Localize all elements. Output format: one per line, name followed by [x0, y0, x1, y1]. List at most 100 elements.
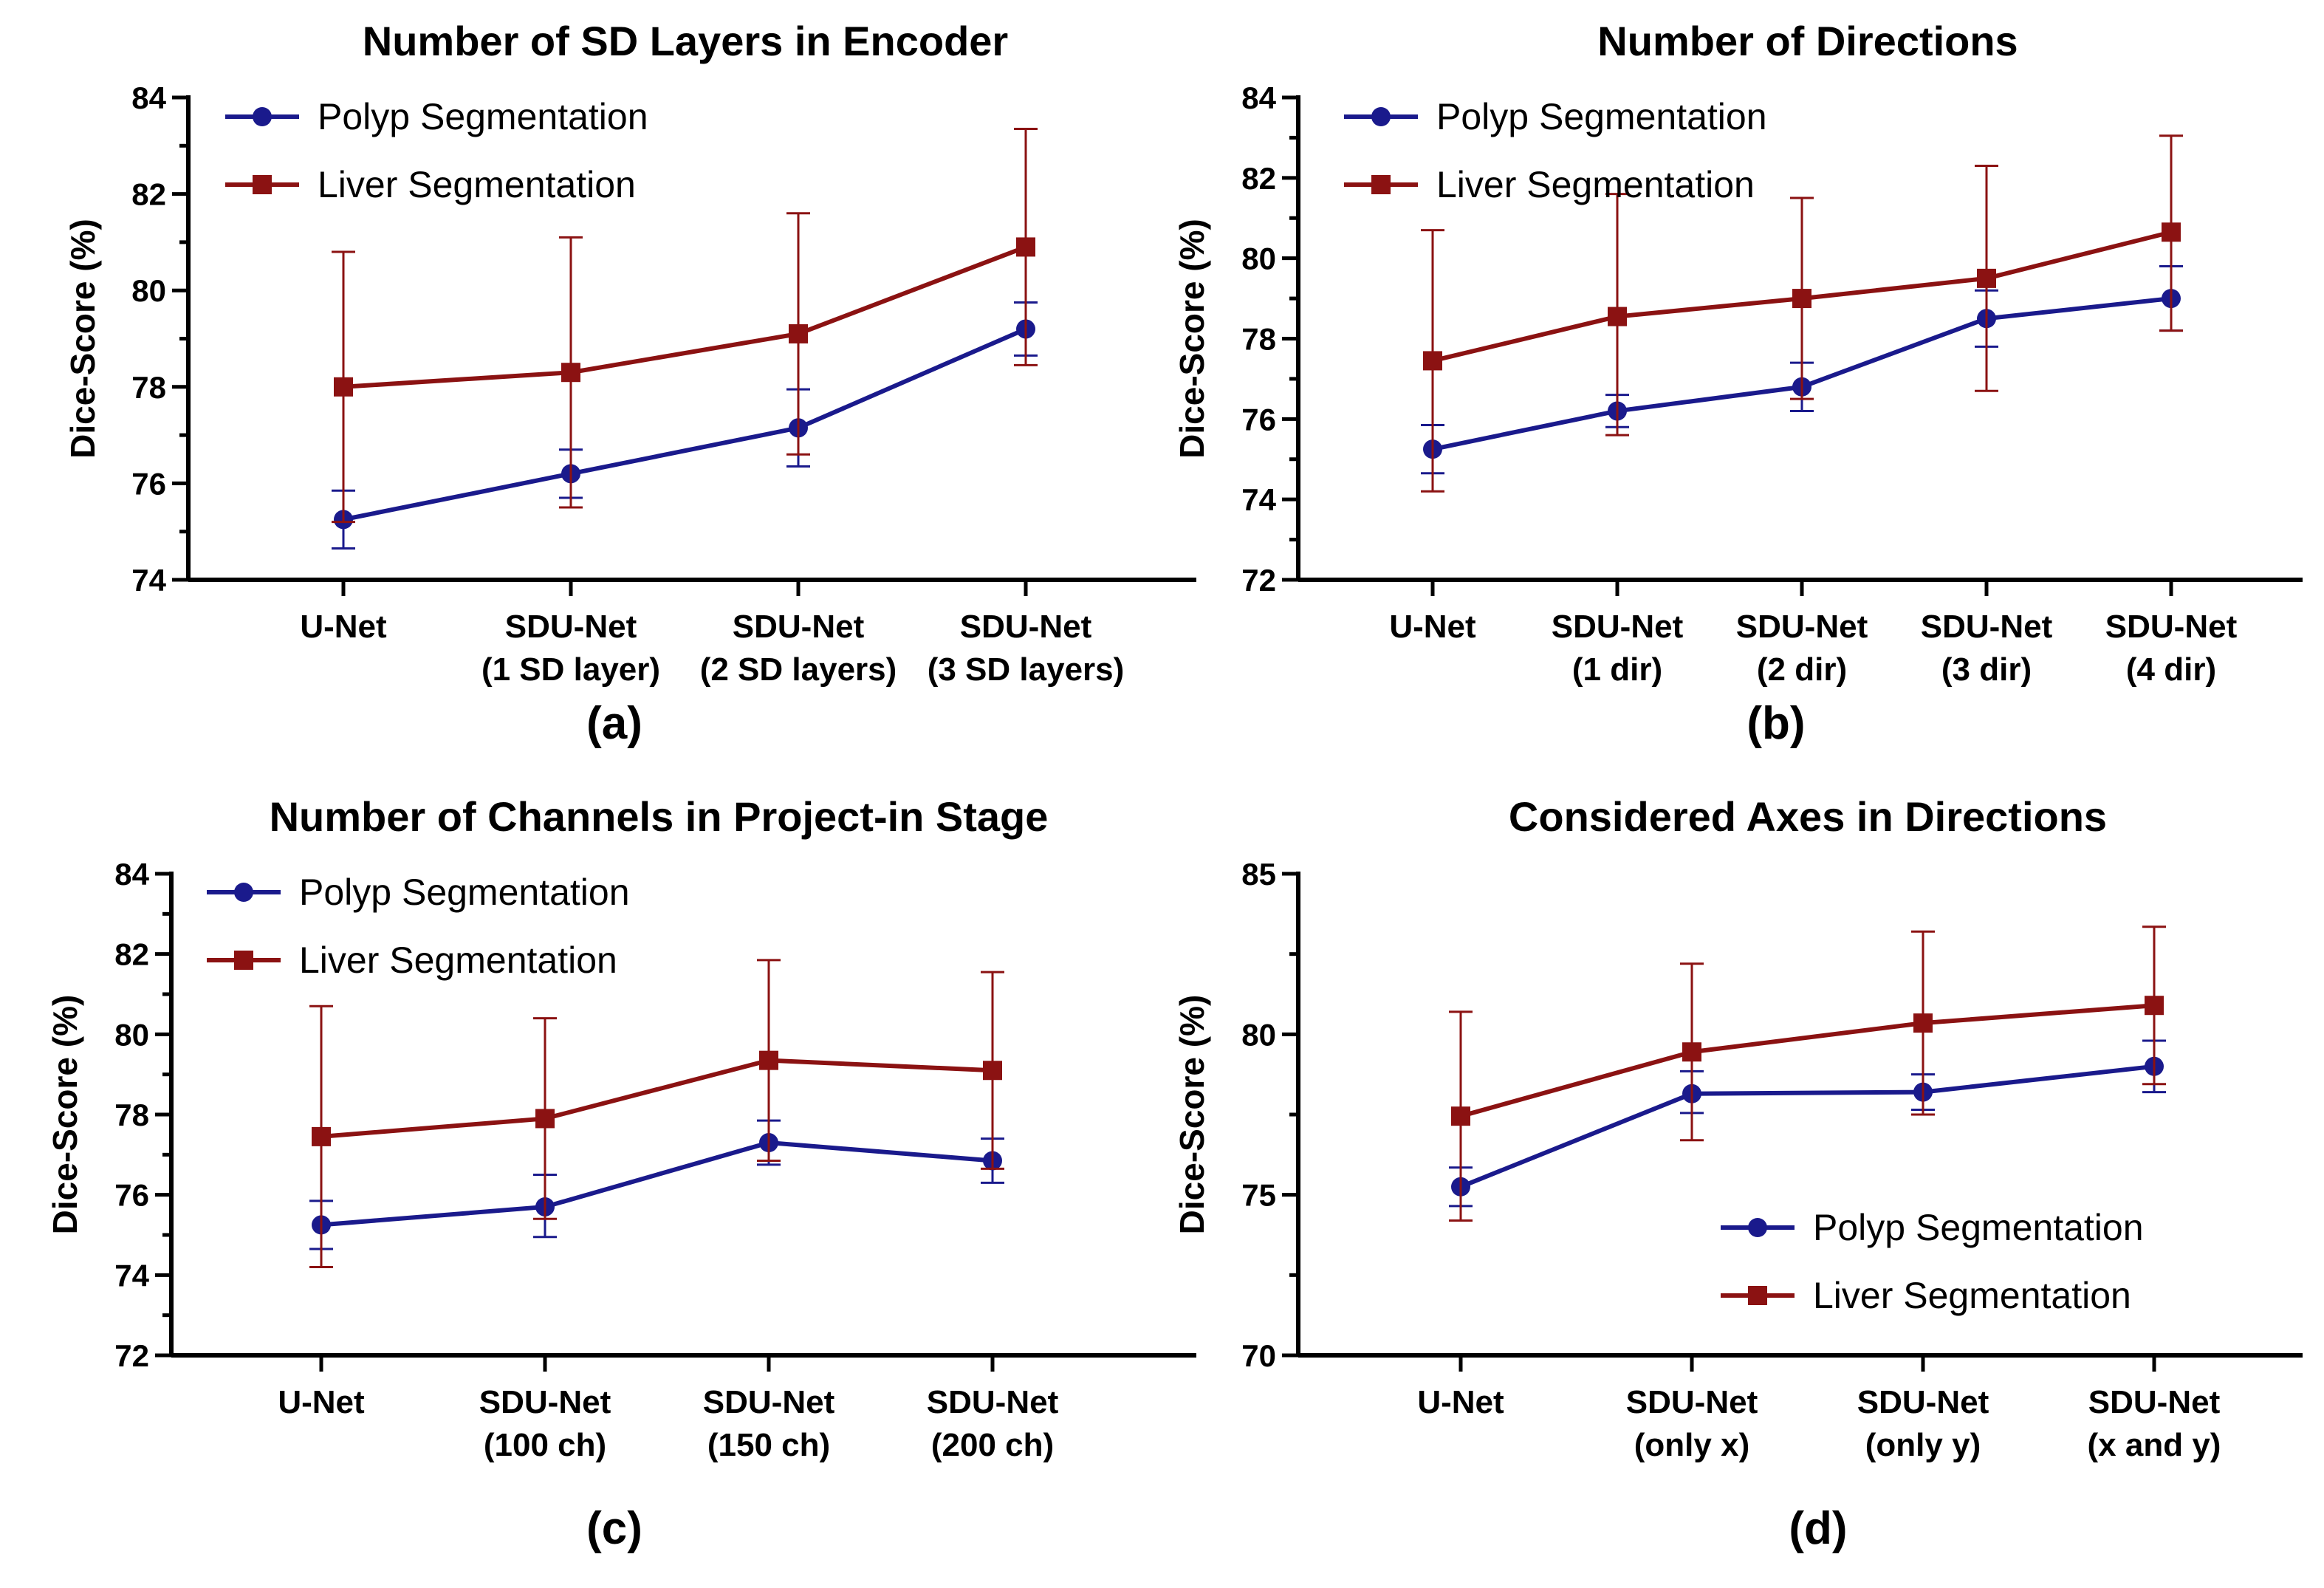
data-point [312, 1126, 331, 1146]
y-axis-label: Dice-Score (%) [64, 219, 102, 459]
y-tick-label: 78 [1241, 322, 1276, 357]
y-tick-label: 76 [131, 466, 166, 501]
y-tick-label: 84 [131, 81, 166, 115]
legend-marker [1748, 1218, 1767, 1237]
x-tick-label: (1 SD layer) [481, 651, 660, 688]
chart-title: Number of Channels in Project-in Stage [270, 793, 1049, 840]
x-tick-label: U-Net [1389, 609, 1476, 645]
legend-label: Polyp Segmentation [299, 872, 630, 913]
y-tick-label: 75 [1241, 1178, 1276, 1213]
x-tick-label: SDU-Net [1857, 1384, 1989, 1420]
y-tick-label: 80 [114, 1017, 149, 1052]
legend: Polyp Segmentation Liver Segmentation [1721, 1207, 2144, 1316]
x-tick-label: (only x) [1634, 1427, 1749, 1463]
data-point [1423, 351, 1442, 371]
legend-marker [234, 883, 253, 902]
x-tick-label: (only y) [1865, 1427, 1981, 1463]
y-tick-label: 84 [1241, 81, 1276, 115]
x-tick-label: (4 dir) [2126, 651, 2216, 688]
legend-label: Polyp Segmentation [318, 96, 648, 137]
y-tick-label: 82 [131, 177, 166, 212]
legend: Polyp Segmentation Liver Segmentation [207, 872, 630, 981]
legend-label: Liver Segmentation [299, 940, 617, 981]
y-tick-label: 70 [1241, 1338, 1276, 1373]
x-tick-label: SDU-Net [505, 609, 637, 645]
legend-label: Polyp Segmentation [1813, 1207, 2144, 1248]
y-axis-label: Dice-Score (%) [1173, 995, 1211, 1235]
y-tick-label: 82 [1241, 161, 1276, 196]
y-axis-label: Dice-Score (%) [46, 995, 84, 1235]
chart-title: Number of Directions [1597, 18, 2018, 64]
x-tick-label: SDU-Net [479, 1384, 611, 1420]
series-line [1460, 1003, 2155, 1119]
x-tick-label: SDU-Net [960, 609, 1092, 645]
chart-panel: Number of Channels in Project-in Stage 72… [46, 793, 1196, 1554]
x-tick-label: SDU-Net [1552, 609, 1684, 645]
chart-panel: Number of SD Layers in Encoder 74 76 78 80 82… [64, 18, 1196, 749]
data-point [2145, 996, 2164, 1016]
chart-title: Considered Axes in Directions [1509, 793, 2107, 840]
y-tick-label: 80 [131, 273, 166, 308]
data-point [1451, 1106, 1470, 1126]
x-tick-label: (2 SD layers) [700, 651, 897, 688]
legend-marker [253, 175, 272, 194]
y-tick-label: 80 [1241, 242, 1276, 276]
y-tick-label: 72 [1241, 563, 1276, 598]
y-tick-label: 85 [1241, 857, 1276, 891]
x-tick-label: (x and y) [2088, 1427, 2221, 1463]
panel-label: (b) [1747, 698, 1805, 749]
series-line [1459, 1064, 2155, 1189]
x-tick-label: (3 dir) [1941, 651, 2032, 688]
data-point [1016, 237, 1035, 257]
panel-label: (d) [1789, 1503, 1847, 1554]
y-axis-label: Dice-Score (%) [1173, 219, 1211, 459]
data-point [1913, 1013, 1933, 1033]
x-tick-label: (1 dir) [1572, 651, 1662, 688]
legend-label: Liver Segmentation [318, 164, 636, 205]
data-point [535, 1109, 555, 1129]
data-point [1682, 1042, 1701, 1062]
data-point [561, 363, 580, 383]
data-point [983, 1061, 1002, 1081]
legend-label: Polyp Segmentation [1436, 96, 1767, 137]
data-point [334, 377, 353, 397]
legend: Polyp Segmentation Liver Segmentation [1344, 96, 1767, 205]
chart-title: Number of SD Layers in Encoder [363, 18, 1008, 64]
panel-label: (c) [586, 1503, 642, 1554]
data-point [759, 1050, 778, 1070]
y-tick-label: 74 [1241, 482, 1276, 517]
y-tick-label: 78 [114, 1098, 149, 1132]
panel-label: (a) [586, 698, 642, 749]
y-tick-label: 78 [131, 370, 166, 405]
x-tick-label: U-Net [300, 609, 387, 645]
x-tick-label: SDU-Net [2105, 609, 2238, 645]
y-tick-label: 80 [1241, 1017, 1276, 1052]
series-line [321, 1140, 993, 1228]
series-line [343, 244, 1027, 389]
legend-marker [1371, 107, 1391, 126]
data-point [789, 324, 808, 343]
y-tick-label: 84 [114, 857, 149, 891]
y-tick-label: 74 [131, 563, 166, 598]
x-tick-label: (200 ch) [931, 1427, 1054, 1463]
data-point [1792, 289, 1811, 309]
x-tick-label: SDU-Net [1736, 609, 1868, 645]
series-line [343, 326, 1027, 522]
x-tick-label: SDU-Net [703, 1384, 835, 1420]
x-tick-label: (2 dir) [1757, 651, 1847, 688]
data-point [2162, 222, 2181, 242]
series-line [321, 1058, 993, 1139]
x-tick-label: (100 ch) [484, 1427, 606, 1463]
panels: Number of SD Layers in Encoder 74 76 78 80 82… [46, 18, 2303, 1554]
y-tick-label: 76 [114, 1178, 149, 1213]
data-point [1608, 307, 1627, 326]
legend-label: Liver Segmentation [1813, 1275, 2131, 1316]
chart-panel: Number of Directions 72 74 76 78 80 82 84 Dice-S… [1173, 18, 2303, 749]
legend-marker [234, 951, 253, 970]
x-tick-label: (150 ch) [707, 1427, 830, 1463]
x-tick-label: (3 SD layers) [928, 651, 1125, 688]
legend-marker [1748, 1286, 1767, 1305]
x-tick-label: SDU-Net [927, 1384, 1059, 1420]
y-tick-label: 72 [114, 1338, 149, 1373]
